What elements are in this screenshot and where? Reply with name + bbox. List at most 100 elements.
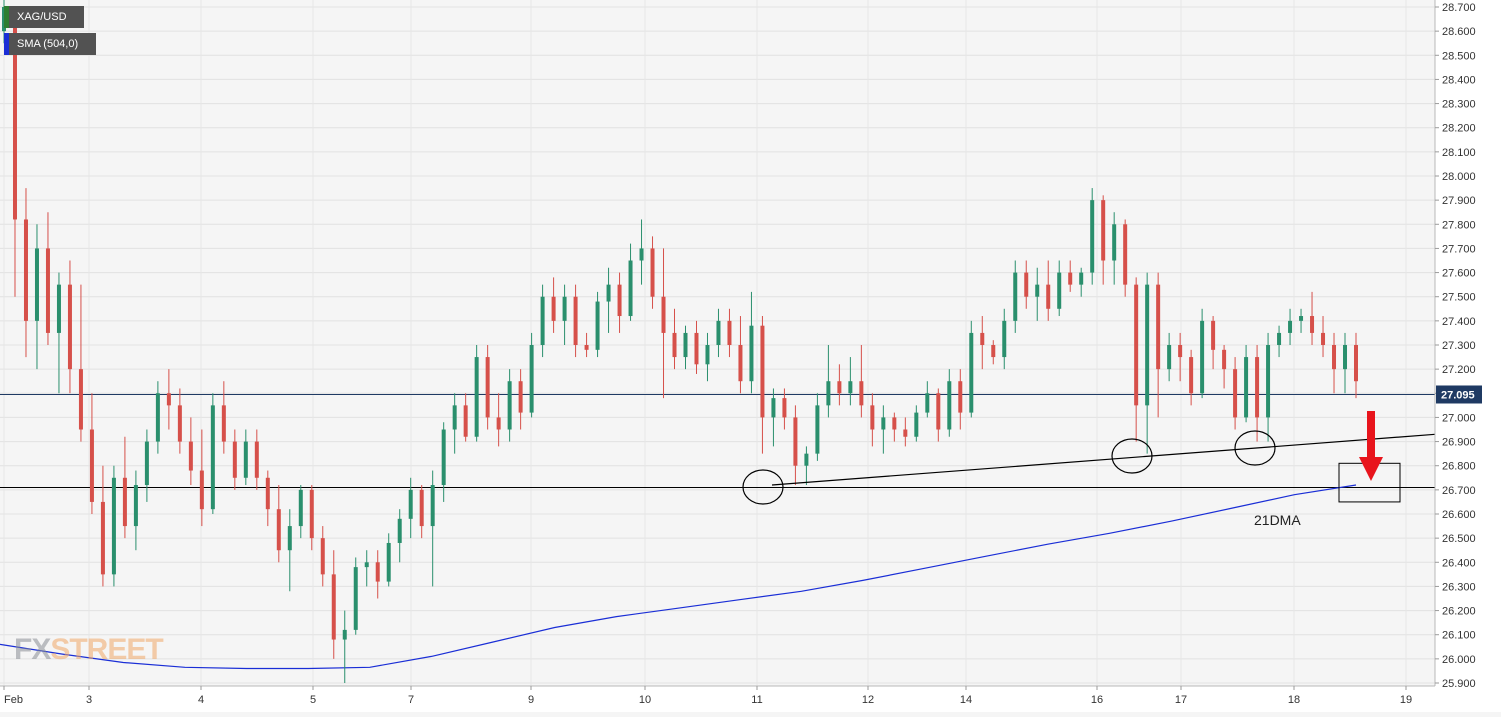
candle-up bbox=[1145, 284, 1150, 406]
candle-up bbox=[474, 357, 479, 437]
candle-down bbox=[100, 501, 105, 575]
candle-up bbox=[595, 301, 600, 350]
price-tick-label: 28.200 bbox=[1442, 123, 1476, 135]
time-tick-label: 19 bbox=[1400, 694, 1412, 706]
time-tick-label: 12 bbox=[862, 694, 874, 706]
candle-down bbox=[650, 248, 655, 297]
candle-down bbox=[793, 417, 798, 466]
price-tick-label: 26.200 bbox=[1442, 606, 1476, 618]
candle-down bbox=[870, 405, 875, 430]
time-tick-label: Feb bbox=[4, 694, 23, 706]
candle-down bbox=[903, 429, 908, 437]
price-tick-label: 26.800 bbox=[1442, 461, 1476, 473]
price-tick-label: 27.500 bbox=[1442, 292, 1476, 304]
logo-fx: FX bbox=[14, 633, 51, 666]
time-tick-label: 7 bbox=[408, 694, 414, 706]
price-tick-label: 26.400 bbox=[1442, 557, 1476, 569]
price-tick-label: 28.500 bbox=[1442, 50, 1476, 62]
price-tick-label: 26.000 bbox=[1442, 654, 1476, 666]
price-tick-label: 26.500 bbox=[1442, 533, 1476, 545]
sma-layer bbox=[0, 484, 1357, 670]
candle-down bbox=[45, 248, 50, 333]
price-tick-label: 27.400 bbox=[1442, 316, 1476, 328]
candle-up bbox=[111, 477, 116, 575]
candle-up bbox=[1167, 345, 1172, 370]
price-tick-label: 26.600 bbox=[1442, 509, 1476, 521]
candles-layer bbox=[2, 0, 1358, 683]
time-tick-label: 9 bbox=[528, 694, 534, 706]
candle-up bbox=[1112, 224, 1117, 261]
candle-up bbox=[1035, 284, 1040, 297]
candle-up bbox=[430, 485, 435, 527]
candle-up bbox=[408, 489, 413, 519]
time-tick-label: 5 bbox=[310, 694, 316, 706]
candle-down bbox=[1123, 224, 1128, 285]
candle-down bbox=[265, 477, 270, 510]
legend-symbol-label: XAG/USD bbox=[17, 11, 67, 23]
candle-up bbox=[540, 296, 545, 345]
legend-indicator-swatch bbox=[4, 33, 9, 55]
candle-down bbox=[1321, 332, 1326, 345]
candle-up bbox=[562, 296, 567, 321]
candle-up bbox=[1343, 345, 1348, 370]
time-tick-label: 17 bbox=[1175, 694, 1187, 706]
candle-down bbox=[122, 477, 127, 527]
price-tick-label: 28.600 bbox=[1442, 26, 1476, 38]
candle-up bbox=[353, 567, 358, 630]
current-price-tag bbox=[1436, 385, 1482, 404]
price-tick-label: 25.900 bbox=[1442, 678, 1476, 690]
candle-down bbox=[573, 296, 578, 345]
candle-down bbox=[1310, 316, 1315, 333]
candle-up bbox=[749, 325, 754, 382]
logo-street: STREET bbox=[50, 633, 163, 666]
candle-up bbox=[34, 248, 39, 321]
candle-down bbox=[1233, 369, 1238, 418]
candle-down bbox=[936, 393, 941, 430]
legend-indicator-label: SMA (504,0) bbox=[17, 38, 79, 50]
time-tick-label: 18 bbox=[1288, 694, 1300, 706]
candle-up bbox=[1200, 320, 1205, 394]
candle-down bbox=[1255, 357, 1260, 418]
candle-up bbox=[606, 284, 611, 302]
candle-up bbox=[1079, 272, 1084, 285]
price-axis: 28.700 28.600 28.500 28.400 28.300 28.200 28.1… bbox=[1434, 0, 1482, 690]
price-tick-label: 27.200 bbox=[1442, 364, 1476, 376]
candle-down bbox=[518, 381, 523, 413]
candle-down bbox=[188, 441, 193, 471]
price-tick-label: 26.900 bbox=[1442, 437, 1476, 449]
candle-down bbox=[727, 320, 732, 345]
candle-down bbox=[419, 489, 424, 527]
candle-up bbox=[848, 381, 853, 394]
current-price-label: 27.095 bbox=[1441, 389, 1475, 401]
candle-up bbox=[969, 332, 974, 413]
candle-down bbox=[1222, 349, 1227, 370]
candle-up bbox=[914, 412, 919, 437]
candle-up bbox=[705, 345, 710, 365]
time-axis: Feb 3 4 5 7 9 10 11 12 14 16 17 18 19 bbox=[0, 685, 1435, 706]
candle-up bbox=[56, 284, 61, 333]
candle-up bbox=[804, 453, 809, 466]
candle-up bbox=[1090, 200, 1095, 273]
candle-up bbox=[155, 393, 160, 442]
candle-up bbox=[1244, 357, 1249, 418]
sma-504-line bbox=[0, 484, 1357, 670]
candle-up bbox=[1002, 320, 1007, 358]
candle-down bbox=[551, 296, 556, 321]
price-tick-label: 27.600 bbox=[1442, 268, 1476, 280]
candle-down bbox=[617, 284, 622, 317]
fxstreet-logo: FXSTREET bbox=[14, 633, 164, 667]
highlight-circle bbox=[742, 469, 784, 505]
price-tick-label: 26.300 bbox=[1442, 581, 1476, 593]
candle-down bbox=[1211, 320, 1216, 350]
candle-up bbox=[364, 562, 369, 568]
time-axis-background bbox=[0, 686, 1435, 712]
candle-down bbox=[12, 26, 17, 220]
price-tick-label: 28.700 bbox=[1442, 2, 1476, 14]
candle-down bbox=[958, 381, 963, 413]
annotation-overlay: 21DMA bbox=[742, 411, 1436, 528]
candle-up bbox=[1299, 316, 1304, 321]
trendline bbox=[771, 433, 1436, 486]
highlight-circle bbox=[1111, 438, 1153, 474]
annotation-layer bbox=[0, 393, 1435, 488]
candle-up bbox=[639, 248, 644, 261]
